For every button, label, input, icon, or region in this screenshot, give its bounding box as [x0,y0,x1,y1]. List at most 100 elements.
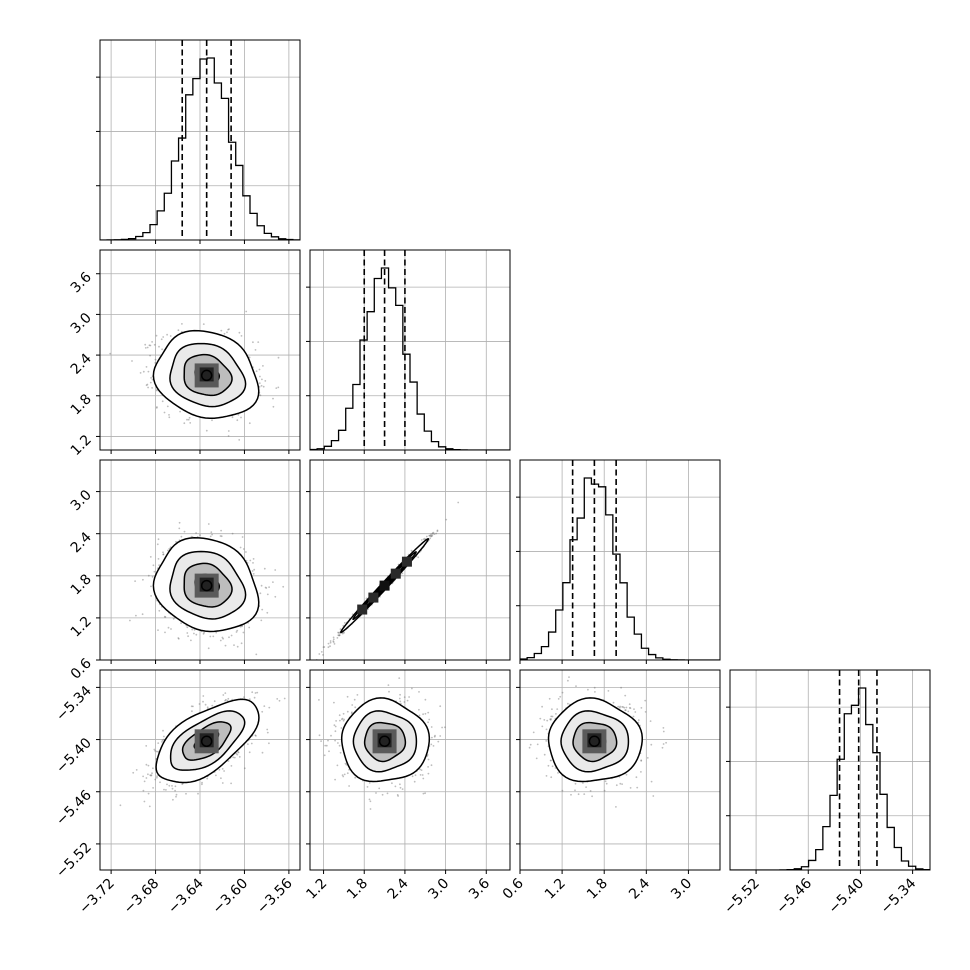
scatter-point [253,568,256,571]
scatter-point [228,328,230,330]
scatter-point [215,774,217,777]
scatter-panel-1-0 [99,249,301,456]
scatter-point [338,634,340,637]
scatter-point [223,770,226,772]
scatter-point [429,534,431,537]
scatter-point [427,711,430,714]
scatter-point [432,531,435,534]
scatter-point [190,639,192,642]
scatter-point [418,714,421,717]
scatter-point [261,751,264,754]
scatter-point [194,451,196,453]
scatter-point [417,556,420,559]
scatter-point [410,549,413,552]
histogram-step [100,57,300,240]
scatter-point [158,564,161,566]
scatter-point [166,405,169,408]
scatter-point [204,703,207,706]
scatter-point [264,586,267,589]
scatter-point [427,721,429,724]
scatter-point [152,564,155,567]
scatter-point [161,348,164,351]
scatter-point [168,414,170,416]
scatter-point [230,634,233,637]
scatter-point [260,384,263,387]
scatter-point [422,777,425,780]
scatter-point [191,628,194,631]
scatter-point [337,634,340,637]
scatter-point [161,739,164,742]
scatter-point [232,756,235,759]
scatter-point [323,646,326,648]
scatter-point [345,763,348,766]
scatter-point [215,631,218,634]
scatter-point [169,454,171,456]
scatter-point [211,419,213,422]
scatter-point [248,356,251,359]
scatter-point [199,534,201,536]
scatter-point [223,332,226,335]
scatter-point [146,383,149,386]
scatter-point [274,595,277,598]
scatter-point [139,372,142,374]
scatter-point [264,380,267,382]
scatter-point [252,562,254,564]
scatter-point [252,558,255,560]
panel-frame [309,249,511,451]
scatter-point [157,629,159,631]
scatter-point [147,370,150,373]
histogram-step [310,267,510,450]
scatter-point [401,788,404,790]
scatter-point [187,635,190,638]
scatter-point [145,384,148,387]
scatter-point [192,705,194,708]
scatter-point [274,569,277,571]
scatter-point [151,387,154,389]
scatter-point [227,430,230,432]
scatter-point [256,691,259,694]
scatter-point [266,593,269,596]
scatter-point [346,695,349,698]
scatter-point [368,782,371,784]
panel-frame [729,669,931,871]
scatter-point [276,698,279,700]
scatter-point [152,787,155,789]
scatter-point [255,735,257,737]
density-core [194,573,219,598]
scatter-point [388,690,390,693]
scatter-point [399,700,402,703]
panel-frame [519,459,721,661]
scatter-point [333,643,336,645]
scatter-point [248,422,251,425]
panel-content [318,677,446,810]
scatter-point [411,687,413,690]
scatter-point [322,646,325,648]
scatter-point [248,751,251,754]
scatter-point [261,378,263,381]
scatter-point [202,323,205,325]
hist-panel-3 [726,669,931,871]
scatter-point [220,777,222,780]
scatter-point [320,740,322,742]
scatter-point [323,754,326,757]
scatter-point [386,792,389,795]
scatter-point [222,694,225,696]
scatter-point [240,416,242,419]
scatter-point [151,576,154,578]
hist-panel-0 [96,39,301,241]
scatter-point [266,728,269,731]
scatter-point [212,635,215,638]
scatter-point [202,695,205,697]
scatter-point [327,642,330,645]
scatter-point [433,735,436,738]
scatter-point [210,531,213,534]
scatter-point [261,710,264,713]
scatter-point [181,323,183,325]
scatter-point [249,559,252,562]
scatter-point [144,347,147,349]
scatter-point [272,581,274,583]
scatter-point [149,381,152,384]
scatter-point [261,608,264,611]
core-cell [357,604,368,615]
scatter-point [178,527,181,530]
